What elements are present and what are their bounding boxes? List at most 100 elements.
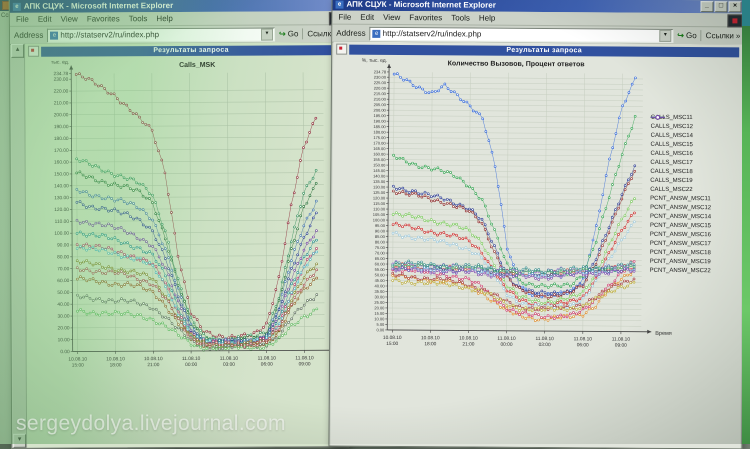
svg-text:130.00: 130.00: [373, 184, 386, 189]
close-button[interactable]: ×: [728, 1, 741, 12]
right-window-title: АПК СЦУК - Microsoft Internet Explorer: [346, 0, 495, 10]
maximize-button[interactable]: □: [714, 1, 727, 12]
svg-text:25.00: 25.00: [374, 300, 385, 305]
svg-text:60.00: 60.00: [57, 278, 69, 284]
legend-item: CALLS_MSC17: [650, 159, 742, 168]
menu-file[interactable]: File: [338, 13, 351, 22]
svg-text:30.00: 30.00: [374, 294, 385, 299]
svg-text:135.00: 135.00: [373, 179, 386, 184]
menu-edit[interactable]: Edit: [38, 15, 52, 24]
svg-text:100.00: 100.00: [54, 231, 69, 237]
menu-tools[interactable]: Tools: [451, 13, 470, 22]
svg-text:190.00: 190.00: [54, 124, 69, 130]
svg-text:130.00: 130.00: [54, 195, 69, 201]
svg-text:10.08.10: 10.08.10: [68, 356, 87, 362]
minimize-button[interactable]: _: [700, 1, 713, 12]
links-button[interactable]: Ссылки »: [706, 31, 741, 40]
svg-text:10.08.10: 10.08.10: [459, 335, 478, 341]
address-field[interactable]: e ▼: [370, 26, 674, 42]
ie-icon: e: [335, 0, 343, 8]
menu-tools[interactable]: Tools: [129, 14, 148, 23]
svg-text:09:00: 09:00: [299, 361, 311, 367]
address-input[interactable]: [383, 29, 658, 40]
legend-item: PCNT_ANSW_MSC16: [650, 231, 742, 240]
scroll-down-icon[interactable]: ▼: [13, 434, 26, 448]
legend-item: PCNT_ANSW_MSC19: [650, 258, 742, 267]
svg-text:195.00: 195.00: [373, 113, 386, 118]
menu-favorites[interactable]: Favorites: [87, 14, 120, 23]
svg-text:10.08.10: 10.08.10: [383, 335, 402, 341]
go-button[interactable]: ↪ Go: [677, 31, 696, 40]
left-browser-window: e АПК СЦУК - Microsoft Internet Explorer…: [9, 0, 349, 449]
svg-text:230.00: 230.00: [54, 77, 69, 83]
svg-text:11.08.10: 11.08.10: [497, 336, 516, 342]
svg-text:20.00: 20.00: [374, 305, 385, 310]
svg-text:35.00: 35.00: [374, 289, 385, 294]
svg-text:%, тыс. ед.: %, тыс. ед.: [362, 58, 387, 64]
svg-text:220.00: 220.00: [374, 86, 387, 91]
svg-text:10.08.10: 10.08.10: [106, 356, 125, 362]
menu-edit[interactable]: Edit: [360, 13, 374, 22]
menu-view[interactable]: View: [383, 13, 400, 22]
scroll-up-icon[interactable]: ▲: [11, 44, 24, 58]
svg-text:80.00: 80.00: [57, 254, 69, 260]
legend-label: PCNT_ANSW_MSC16: [650, 231, 711, 239]
svg-text:65.00: 65.00: [375, 256, 386, 261]
address-dropdown-button[interactable]: ▼: [659, 29, 671, 41]
svg-text:165.00: 165.00: [373, 146, 386, 151]
left-window-title: АПК СЦУК - Microsoft Internet Explorer: [24, 1, 173, 11]
svg-text:175.00: 175.00: [373, 135, 386, 140]
svg-text:110.00: 110.00: [55, 219, 70, 225]
frame-icon: [336, 44, 347, 55]
legend-label: PCNT_ANSW_MSC15: [650, 222, 711, 230]
svg-text:21:00: 21:00: [462, 341, 474, 347]
svg-text:Количество Вызовов, Процент от: Количество Вызовов, Процент ответов: [448, 60, 586, 68]
legend-label: CALLS_MSC12: [651, 123, 693, 131]
right-menubar: File Edit View Favorites Tools Help: [332, 11, 744, 28]
svg-text:15.00: 15.00: [374, 311, 385, 316]
svg-text:03:00: 03:00: [539, 342, 551, 348]
svg-text:215.00: 215.00: [374, 91, 387, 96]
svg-text:Время: Время: [655, 331, 672, 337]
address-dropdown-button[interactable]: ▼: [261, 28, 273, 40]
svg-text:03:00: 03:00: [223, 362, 235, 368]
legend-item: PCNT_ANSW_MSC14: [650, 213, 742, 222]
svg-text:06:00: 06:00: [577, 342, 589, 348]
svg-text:10.08.10: 10.08.10: [421, 335, 440, 341]
svg-text:11.08.10: 11.08.10: [220, 356, 239, 362]
svg-text:185.00: 185.00: [373, 124, 386, 129]
legend-label: CALLS_MSC15: [651, 141, 693, 149]
svg-text:110.00: 110.00: [373, 206, 386, 211]
svg-text:160.00: 160.00: [373, 152, 386, 157]
svg-text:50.00: 50.00: [57, 290, 69, 296]
menu-help[interactable]: Help: [156, 14, 173, 23]
svg-text:11.08.10: 11.08.10: [574, 336, 593, 342]
svg-text:205.00: 205.00: [374, 102, 387, 107]
svg-text:90.00: 90.00: [57, 243, 69, 249]
legend-label: PCNT_ANSW_MSC18: [650, 249, 711, 257]
svg-text:170.00: 170.00: [373, 141, 386, 146]
go-button[interactable]: ↪ Go: [279, 29, 298, 38]
menu-favorites[interactable]: Favorites: [409, 13, 442, 22]
address-field[interactable]: e ▼: [47, 27, 275, 42]
legend-label: CALLS_MSC17: [650, 159, 692, 167]
svg-text:160.00: 160.00: [54, 160, 69, 166]
series-CALLS_MSC15: [392, 114, 637, 289]
photo-edge-monitor-strip: [742, 0, 750, 444]
svg-text:09:00: 09:00: [615, 343, 627, 349]
menu-file[interactable]: File: [16, 15, 29, 24]
svg-text:11.08.10: 11.08.10: [535, 336, 554, 342]
svg-text:15:00: 15:00: [72, 362, 84, 368]
frame-icon: [28, 46, 39, 57]
svg-text:10.08.10: 10.08.10: [144, 356, 163, 362]
svg-text:10.00: 10.00: [58, 337, 70, 343]
svg-text:00:00: 00:00: [185, 362, 197, 368]
menu-help[interactable]: Help: [479, 14, 496, 23]
menu-view[interactable]: View: [61, 15, 78, 24]
address-input[interactable]: [60, 30, 259, 40]
svg-text:180.00: 180.00: [54, 136, 69, 142]
svg-text:210.00: 210.00: [54, 100, 69, 106]
